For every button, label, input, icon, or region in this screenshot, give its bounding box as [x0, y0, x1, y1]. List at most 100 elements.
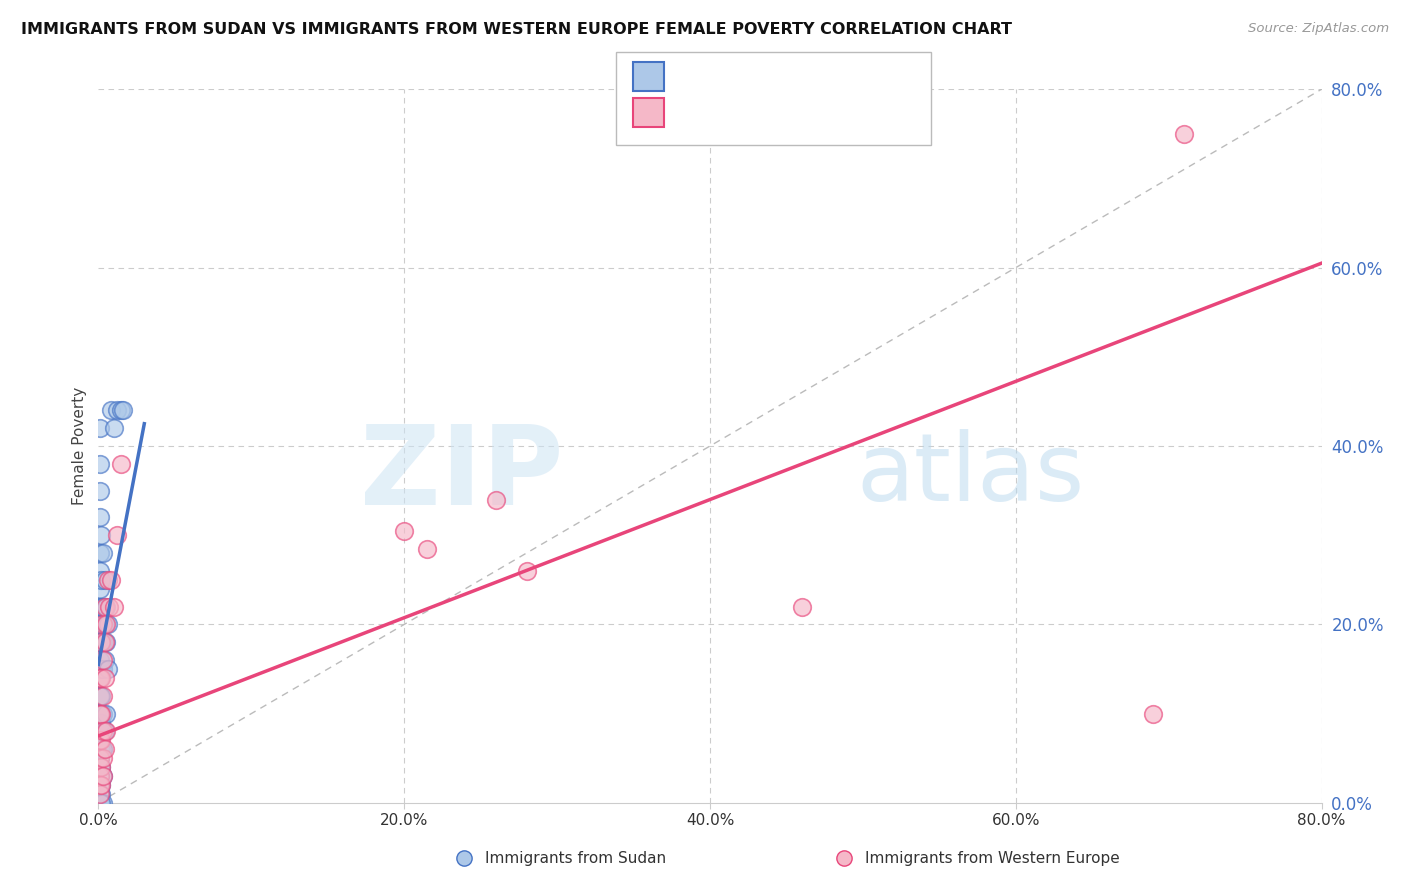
- Point: [90, 635, 112, 649]
- Point: [93, 742, 115, 756]
- Point: [89, 599, 111, 614]
- Point: [90, 706, 112, 721]
- Point: [1142, 706, 1164, 721]
- Point: [91, 751, 114, 765]
- Point: [90, 787, 112, 801]
- Point: [110, 457, 132, 471]
- Point: [89, 787, 111, 801]
- Point: [98, 599, 121, 614]
- Text: R = 0.311   N = 58: R = 0.311 N = 58: [678, 67, 848, 85]
- Point: [94, 724, 117, 739]
- Point: [93, 671, 115, 685]
- Point: [97, 662, 120, 676]
- Point: [94, 635, 117, 649]
- Point: [89, 733, 111, 747]
- Point: [89, 751, 111, 765]
- Point: [89, 724, 111, 739]
- Point: [89, 671, 111, 685]
- Point: [89, 760, 111, 774]
- Point: [89, 733, 111, 747]
- Point: [93, 653, 115, 667]
- Point: [392, 524, 416, 538]
- Point: [91, 689, 114, 703]
- Point: [94, 617, 117, 632]
- Point: [90, 715, 112, 730]
- Point: [91, 617, 114, 632]
- Point: [90, 689, 112, 703]
- Text: atlas: atlas: [856, 428, 1085, 521]
- Point: [110, 403, 132, 417]
- Point: [90, 778, 112, 792]
- Point: [89, 689, 111, 703]
- Point: [89, 796, 111, 810]
- Point: [91, 635, 114, 649]
- Point: [90, 778, 112, 792]
- Point: [105, 528, 128, 542]
- Point: [94, 706, 117, 721]
- Point: [89, 706, 111, 721]
- Point: [90, 671, 112, 685]
- Point: [93, 724, 115, 739]
- Point: [89, 635, 111, 649]
- Point: [91, 724, 114, 739]
- Point: [91, 796, 114, 810]
- Point: [89, 483, 111, 498]
- Point: [89, 671, 111, 685]
- Point: [93, 599, 115, 614]
- Point: [90, 733, 112, 747]
- Point: [111, 403, 134, 417]
- Text: Immigrants from Western Europe: Immigrants from Western Europe: [865, 851, 1119, 865]
- Point: [90, 573, 112, 587]
- Point: [90, 599, 112, 614]
- Point: [91, 742, 114, 756]
- Point: [91, 599, 114, 614]
- Point: [516, 564, 538, 578]
- Point: [89, 582, 111, 596]
- Point: [91, 662, 114, 676]
- Point: [91, 706, 114, 721]
- Point: [97, 573, 120, 587]
- Point: [89, 617, 111, 632]
- Point: [89, 564, 111, 578]
- Point: [1173, 127, 1195, 141]
- Point: [100, 403, 122, 417]
- Point: [91, 653, 114, 667]
- Point: [93, 635, 115, 649]
- Point: [90, 760, 112, 774]
- Point: [94, 599, 117, 614]
- Point: [790, 599, 813, 614]
- Point: [89, 457, 111, 471]
- Point: [91, 546, 114, 560]
- Point: [89, 742, 111, 756]
- Point: [91, 769, 114, 783]
- Point: [89, 778, 111, 792]
- Point: [90, 528, 112, 542]
- Point: [89, 715, 111, 730]
- Point: [89, 769, 111, 783]
- Text: Immigrants from Sudan: Immigrants from Sudan: [485, 851, 666, 865]
- Point: [89, 706, 111, 721]
- Text: R = 0.671   N = 37: R = 0.671 N = 37: [678, 103, 848, 121]
- Point: [105, 403, 128, 417]
- Point: [90, 662, 112, 676]
- Point: [90, 635, 112, 649]
- Point: [416, 541, 439, 556]
- Point: [91, 769, 114, 783]
- Point: [89, 751, 111, 765]
- Y-axis label: Female Poverty: Female Poverty: [72, 387, 87, 505]
- Point: [89, 546, 111, 560]
- Point: [103, 599, 125, 614]
- Point: [97, 617, 120, 632]
- Point: [100, 573, 122, 587]
- Point: [89, 787, 111, 801]
- Text: ZIP: ZIP: [360, 421, 564, 528]
- Point: [93, 617, 115, 632]
- Point: [89, 421, 111, 435]
- Point: [89, 769, 111, 783]
- Point: [90, 742, 112, 756]
- Point: [89, 510, 111, 524]
- Point: [90, 760, 112, 774]
- Point: [485, 492, 508, 507]
- Point: [93, 573, 115, 587]
- Text: IMMIGRANTS FROM SUDAN VS IMMIGRANTS FROM WESTERN EUROPE FEMALE POVERTY CORRELATI: IMMIGRANTS FROM SUDAN VS IMMIGRANTS FROM…: [21, 22, 1012, 37]
